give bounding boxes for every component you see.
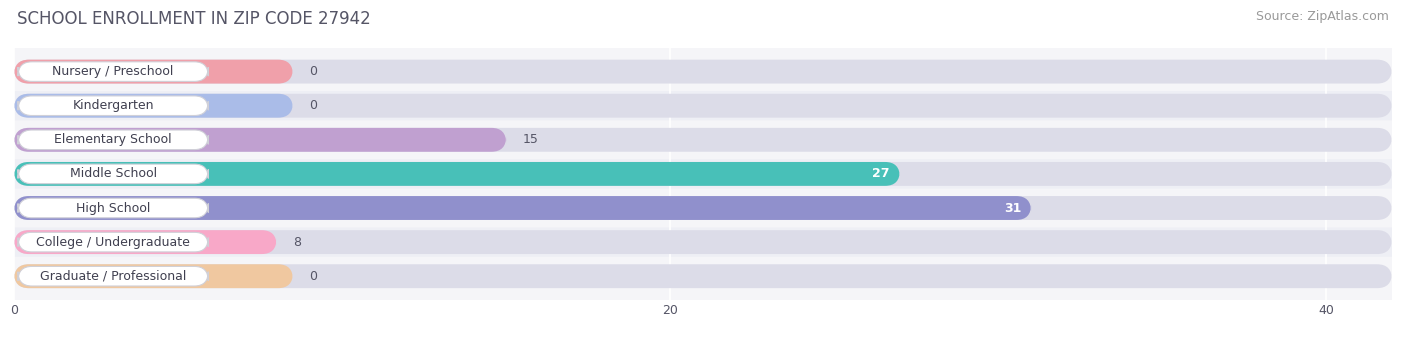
Text: Source: ZipAtlas.com: Source: ZipAtlas.com <box>1256 10 1389 23</box>
FancyBboxPatch shape <box>14 128 506 152</box>
FancyBboxPatch shape <box>14 196 1031 220</box>
Text: Middle School: Middle School <box>69 167 156 180</box>
Text: 15: 15 <box>523 133 538 146</box>
FancyBboxPatch shape <box>0 159 1406 189</box>
FancyBboxPatch shape <box>0 227 1406 257</box>
Text: SCHOOL ENROLLMENT IN ZIP CODE 27942: SCHOOL ENROLLMENT IN ZIP CODE 27942 <box>17 10 371 28</box>
FancyBboxPatch shape <box>14 230 1392 254</box>
Text: Graduate / Professional: Graduate / Professional <box>39 270 187 283</box>
FancyBboxPatch shape <box>18 62 208 81</box>
FancyBboxPatch shape <box>0 193 1406 223</box>
FancyBboxPatch shape <box>18 198 208 218</box>
FancyBboxPatch shape <box>14 60 1392 84</box>
FancyBboxPatch shape <box>0 57 1406 86</box>
FancyBboxPatch shape <box>0 125 1406 154</box>
Text: 0: 0 <box>309 65 318 78</box>
FancyBboxPatch shape <box>18 96 208 116</box>
Text: 27: 27 <box>873 167 890 180</box>
Text: 0: 0 <box>309 99 318 112</box>
FancyBboxPatch shape <box>14 264 1392 288</box>
FancyBboxPatch shape <box>14 94 292 118</box>
FancyBboxPatch shape <box>18 232 208 252</box>
FancyBboxPatch shape <box>14 264 292 288</box>
FancyBboxPatch shape <box>14 196 1392 220</box>
FancyBboxPatch shape <box>14 60 292 84</box>
Text: Nursery / Preschool: Nursery / Preschool <box>52 65 174 78</box>
FancyBboxPatch shape <box>18 164 208 184</box>
FancyBboxPatch shape <box>18 266 208 286</box>
FancyBboxPatch shape <box>18 130 208 150</box>
FancyBboxPatch shape <box>14 162 900 186</box>
FancyBboxPatch shape <box>14 128 1392 152</box>
Text: 8: 8 <box>292 236 301 249</box>
Text: High School: High School <box>76 202 150 214</box>
Text: 0: 0 <box>309 270 318 283</box>
Text: College / Undergraduate: College / Undergraduate <box>37 236 190 249</box>
FancyBboxPatch shape <box>0 91 1406 120</box>
FancyBboxPatch shape <box>14 94 1392 118</box>
Text: Kindergarten: Kindergarten <box>72 99 153 112</box>
Text: 31: 31 <box>1004 202 1021 214</box>
FancyBboxPatch shape <box>14 230 277 254</box>
FancyBboxPatch shape <box>14 162 1392 186</box>
FancyBboxPatch shape <box>0 262 1406 291</box>
Text: Elementary School: Elementary School <box>55 133 172 146</box>
